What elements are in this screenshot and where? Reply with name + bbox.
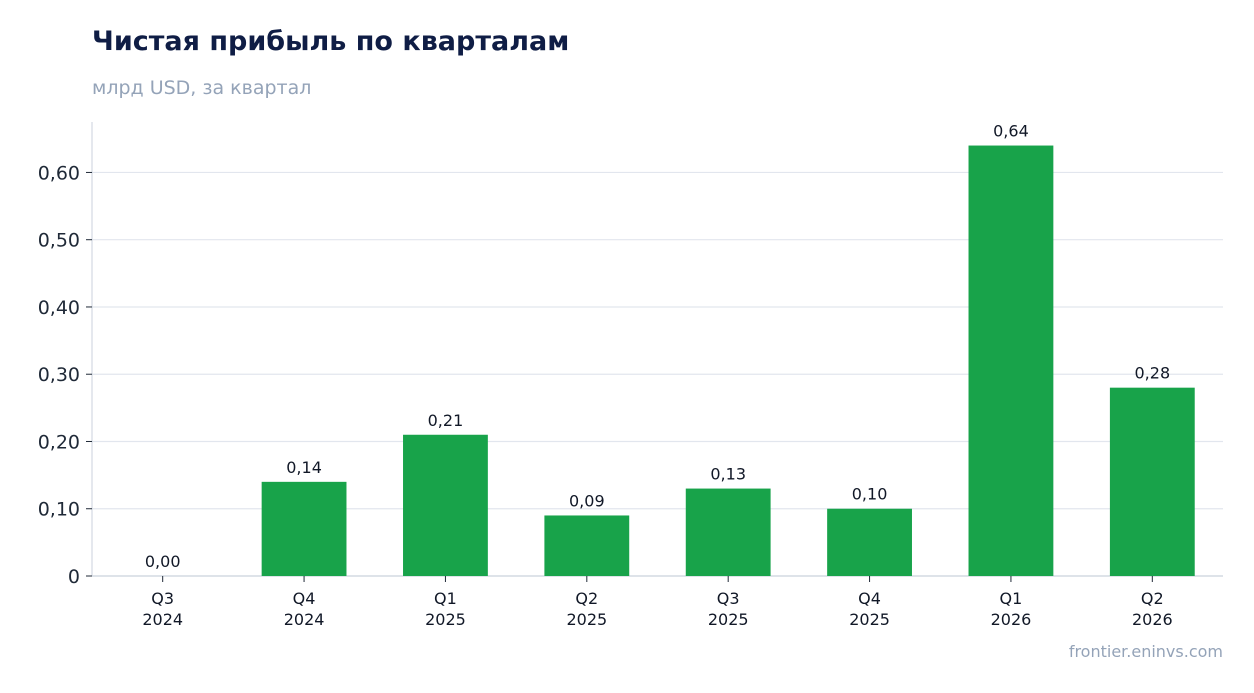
x-tick-label-quarter: Q4 — [858, 589, 881, 608]
y-tick-label: 0,10 — [38, 499, 80, 521]
y-tick-label: 0,50 — [38, 230, 80, 252]
x-tick-label-quarter: Q2 — [575, 589, 598, 608]
data-labels: 0,00 0,14 0,21 0,09 0,13 0,10 0,64 0,28 — [145, 122, 1170, 571]
data-label: 0,10 — [852, 485, 888, 504]
x-tick-label-year: 2025 — [566, 610, 607, 629]
x-tick-label-quarter: Q2 — [1141, 589, 1164, 608]
bar — [544, 515, 630, 576]
y-tick-label: 0,40 — [38, 297, 80, 319]
bar — [968, 145, 1054, 576]
source-label: frontier.eninvs.com — [1068, 642, 1223, 661]
data-label: 0,09 — [569, 491, 605, 510]
chart-subtitle: млрд USD, за квартал — [92, 77, 312, 99]
x-tick-label-year: 2025 — [708, 610, 749, 629]
x-tick-label-year: 2026 — [991, 610, 1032, 629]
x-tick-label-quarter: Q1 — [1000, 589, 1023, 608]
data-label: 0,14 — [286, 458, 322, 477]
data-label: 0,00 — [145, 552, 181, 571]
y-axis-ticks: 0 0,10 0,20 0,30 0,40 0,50 0,60 — [38, 162, 92, 588]
bar — [1109, 387, 1195, 576]
y-tick-label: 0,60 — [38, 162, 80, 184]
x-tick-label-year: 2026 — [1132, 610, 1173, 629]
x-tick-label-year: 2024 — [142, 610, 183, 629]
data-label: 0,64 — [993, 122, 1029, 141]
data-label: 0,13 — [710, 465, 746, 484]
bar — [827, 508, 912, 576]
chart-title: Чистая прибыль по кварталам — [92, 26, 570, 57]
data-label: 0,21 — [428, 411, 464, 430]
y-tick-label: 0,20 — [38, 431, 80, 453]
y-tick-label: 0,30 — [38, 364, 80, 386]
bar — [685, 488, 771, 576]
x-tick-label-year: 2024 — [284, 610, 325, 629]
x-tick-label-year: 2025 — [425, 610, 466, 629]
x-tick-label-quarter: Q1 — [434, 589, 457, 608]
x-axis-ticks: Q3 2024 Q4 2024 Q1 2025 Q2 2025 Q3 2025 Q4 2025 Q1 20… — [142, 576, 1173, 629]
data-label: 0,28 — [1135, 364, 1171, 383]
x-tick-label-quarter: Q3 — [151, 589, 174, 608]
bar — [261, 481, 347, 576]
y-tick-label: 0 — [68, 566, 80, 588]
x-tick-label-year: 2025 — [849, 610, 890, 629]
x-tick-label-quarter: Q3 — [717, 589, 740, 608]
bars — [261, 145, 1195, 576]
x-tick-label-quarter: Q4 — [293, 589, 316, 608]
bar — [403, 434, 488, 576]
